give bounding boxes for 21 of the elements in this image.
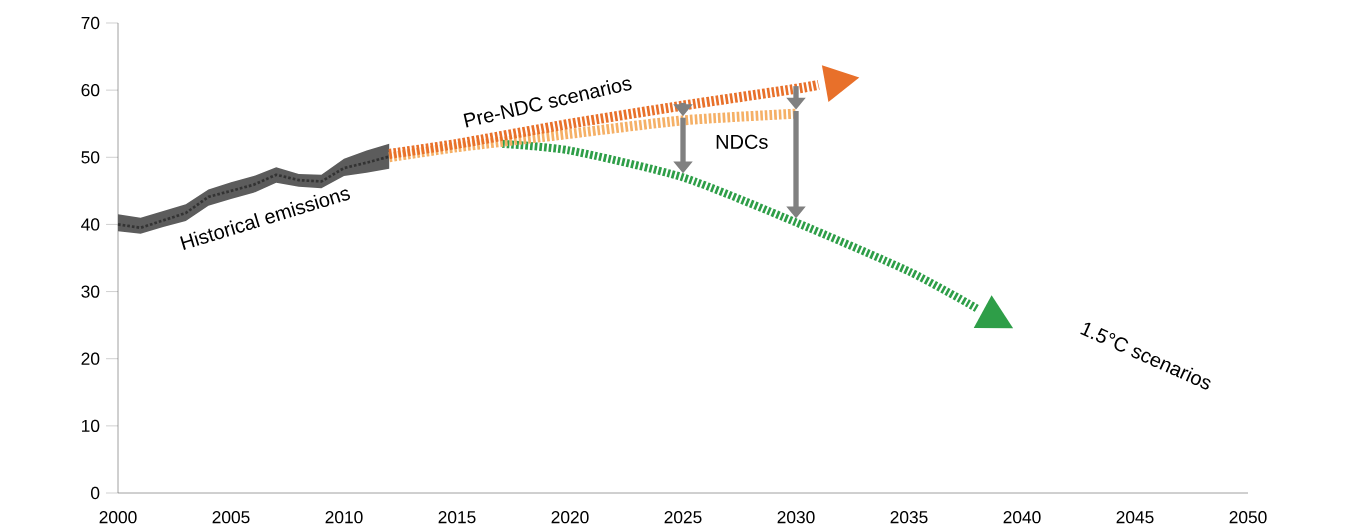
x-tick-label: 2030 [777,510,815,524]
x-tick-label: 2005 [212,510,250,524]
y-tick-label: 30 [81,285,100,298]
x-tick-label: 2050 [1229,510,1267,524]
x-tick-label: 2045 [1116,510,1154,524]
x-tick-label: 2040 [1003,510,1041,524]
x-tick-label: 2010 [325,510,363,524]
x-tick-label: 2020 [551,510,589,524]
y-tick-label: 60 [81,83,100,97]
annotation: Pre-NDC scenarios [463,79,632,128]
x-tick-label: 2000 [99,510,137,524]
y-tick-label: 70 [81,16,100,30]
x-tick-label: 2035 [890,510,928,524]
y-tick-label: 50 [81,151,100,164]
annotation: NDCs [716,134,768,149]
x-tick-label: 2025 [664,510,702,524]
y-tick-label: 40 [81,218,100,231]
y-tick-label: 20 [81,352,100,365]
y-tick-label: 0 [91,486,100,500]
y-tick-label: 10 [82,419,100,432]
x-tick-label: 2015 [438,510,476,524]
